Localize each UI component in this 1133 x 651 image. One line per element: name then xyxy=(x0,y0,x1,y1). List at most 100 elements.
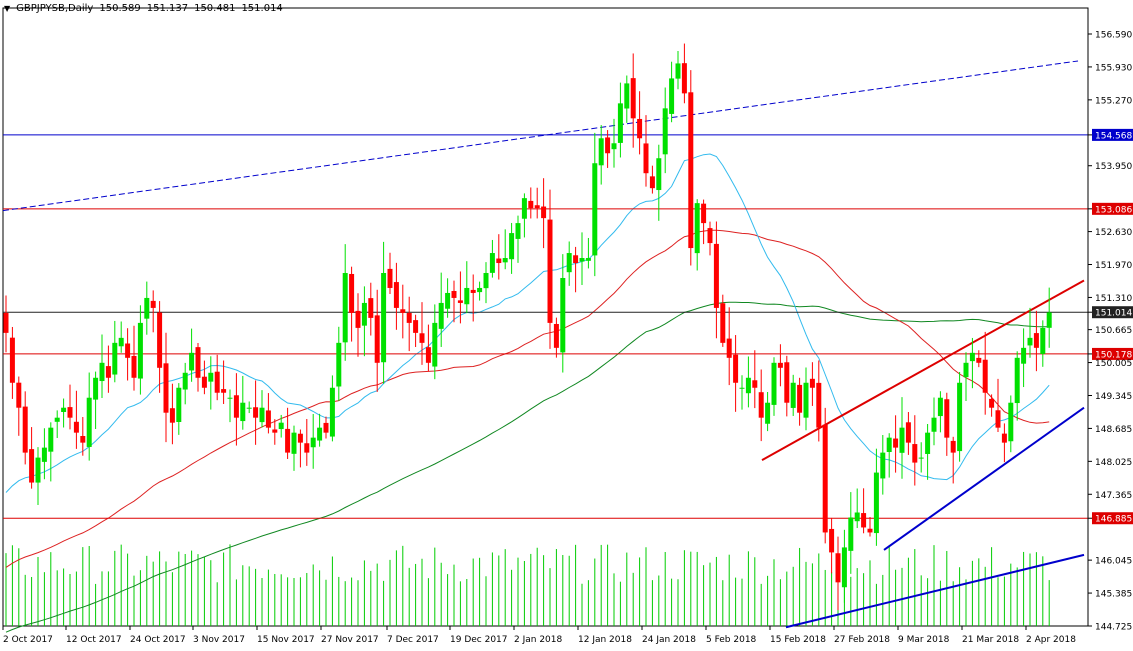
candle-body xyxy=(438,302,444,329)
candle-body xyxy=(67,407,73,418)
candle-body xyxy=(259,407,265,423)
candle-body xyxy=(521,198,527,219)
candle-body xyxy=(9,337,15,383)
candle-body xyxy=(675,63,681,79)
candle-body xyxy=(144,297,150,319)
price-tick-label: 146.045 xyxy=(1095,557,1132,567)
price-level-tag-label: 146.885 xyxy=(1095,515,1132,525)
price-level-tag-label: 153.086 xyxy=(1095,205,1132,215)
candle-body xyxy=(368,298,374,318)
candle-body xyxy=(528,200,534,209)
candle-body xyxy=(777,362,783,368)
price-tick-label: 149.345 xyxy=(1095,392,1132,402)
candle-body xyxy=(541,206,547,219)
candle-body xyxy=(355,310,361,328)
candle-body xyxy=(329,387,335,437)
candle-body xyxy=(649,176,655,189)
candle-body xyxy=(1008,402,1014,442)
candle-body xyxy=(739,387,745,389)
price-tick-label: 148.685 xyxy=(1095,425,1132,435)
candle-body xyxy=(189,352,195,371)
candle-body xyxy=(598,138,604,166)
candle-body xyxy=(99,362,105,382)
candle-body xyxy=(854,512,860,522)
candle-body xyxy=(925,432,931,454)
price-level-tag-label: 154.568 xyxy=(1095,131,1132,141)
price-tick-label: 150.665 xyxy=(1095,326,1132,336)
price-level-tag xyxy=(1092,512,1133,525)
candle-body xyxy=(208,372,214,382)
price-tick-label: 155.930 xyxy=(1095,63,1132,73)
candle-body xyxy=(547,219,553,323)
price-tick-label: 152.630 xyxy=(1095,228,1132,238)
candle-body xyxy=(701,203,707,224)
date-tick-label: 5 Feb 2018 xyxy=(706,635,757,645)
candle-body xyxy=(176,387,182,422)
candle-body xyxy=(963,362,969,378)
candle-body xyxy=(182,372,188,390)
candle-body xyxy=(918,457,924,459)
candle-body xyxy=(893,438,899,448)
candle-body xyxy=(406,312,412,323)
candle-body xyxy=(285,428,291,453)
candle-body xyxy=(566,253,572,273)
candle-body xyxy=(483,272,489,289)
candle-body xyxy=(387,268,393,288)
candle-body xyxy=(605,137,611,154)
candle-body xyxy=(771,362,777,405)
candle-body xyxy=(272,429,278,433)
candle-body xyxy=(221,389,227,393)
candle-body xyxy=(656,158,662,191)
price-level-tag xyxy=(1092,347,1133,360)
candle-body xyxy=(585,258,591,261)
candle-body xyxy=(835,553,841,583)
candle-body xyxy=(905,422,911,443)
candle-body xyxy=(765,402,771,424)
candle-body xyxy=(425,347,431,363)
candle-body xyxy=(829,528,835,553)
candle-body xyxy=(432,322,438,367)
date-tick-label: 3 Nov 2017 xyxy=(193,635,245,645)
candle-body xyxy=(637,118,643,139)
candle-body xyxy=(451,290,457,298)
candle-body xyxy=(534,205,540,209)
candle-body xyxy=(790,382,796,408)
candle-body xyxy=(752,380,758,388)
candle-body xyxy=(937,397,943,417)
candle-body xyxy=(233,395,239,418)
candle-body xyxy=(720,303,726,343)
candle-body xyxy=(713,243,719,308)
candle-body xyxy=(310,437,316,448)
date-tick-label: 27 Nov 2017 xyxy=(321,635,379,645)
chart-menu-triangle-icon[interactable]: ▼ xyxy=(4,4,11,13)
candle-body xyxy=(976,357,982,363)
candle-body xyxy=(361,302,367,326)
price-tick-label: 155.270 xyxy=(1095,96,1132,106)
candle-body xyxy=(630,78,636,119)
candle-body xyxy=(80,435,86,443)
candle-body xyxy=(489,253,495,273)
candle-body xyxy=(816,382,822,428)
candle-body xyxy=(336,342,342,387)
candle-body xyxy=(400,309,406,313)
candle-body xyxy=(29,449,35,483)
date-tick-label: 9 Mar 2018 xyxy=(898,635,950,645)
candle-body xyxy=(265,410,271,428)
price-level-tag-label: 150.178 xyxy=(1095,350,1132,360)
candle-body xyxy=(131,355,137,378)
candle-body xyxy=(41,447,47,462)
candle-body xyxy=(1021,347,1027,364)
candle-body xyxy=(873,472,879,534)
candle-body xyxy=(515,223,521,239)
moving-average-slow xyxy=(5,301,1050,633)
blue-lower-trendline xyxy=(785,553,1085,629)
candle-body xyxy=(624,83,630,109)
date-tick-label: 24 Jan 2018 xyxy=(642,635,696,645)
candle-body xyxy=(105,366,111,378)
candle-body xyxy=(54,417,60,422)
candle-body xyxy=(957,382,963,452)
dashed-blue-trendline xyxy=(2,60,1079,212)
price-level-tag xyxy=(1092,128,1133,141)
